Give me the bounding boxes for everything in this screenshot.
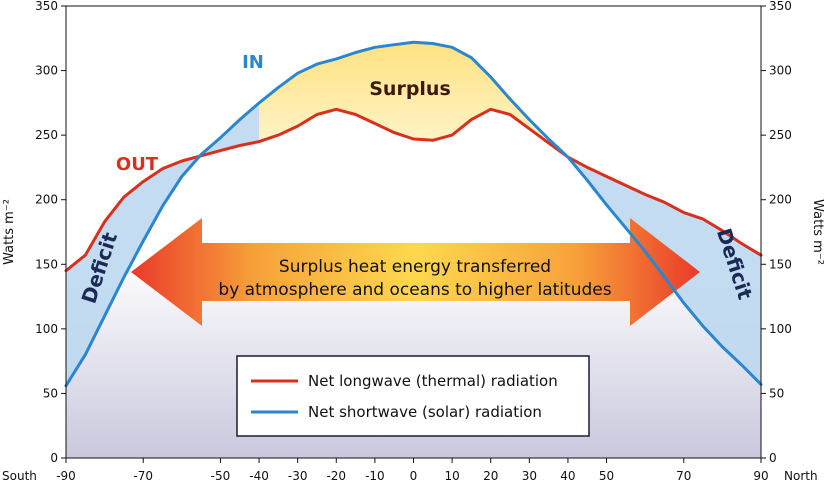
- x-tick-label: 70: [676, 469, 691, 483]
- y-tick-label-right: 150: [769, 257, 792, 271]
- y-tick-label-right: 250: [769, 128, 792, 142]
- y-axis-title-right: Watts m⁻²: [810, 199, 825, 265]
- x-tick-label: -50: [211, 469, 231, 483]
- y-tick-label-right: 100: [769, 322, 792, 336]
- x-tick-label: 90: [753, 469, 768, 483]
- y-axis-title-left: Watts m⁻²: [2, 199, 17, 265]
- x-tick-label: -20: [326, 469, 346, 483]
- x-tick-label: 20: [483, 469, 498, 483]
- series-line-shortwave-in: [64, 40, 763, 388]
- y-tick-label-right: 300: [769, 64, 792, 78]
- x-tick-label: -30: [288, 469, 308, 483]
- heat-transfer-arrow-shape: [131, 218, 700, 326]
- y-tick-label-right: 350: [769, 0, 792, 13]
- x-tick-label: -10: [365, 469, 385, 483]
- x-tick-label: -40: [249, 469, 269, 483]
- y-axis-ticks: 0 0 50 50 100 100 150 150 200 200 250 250 300 300 350 3…: [35, 0, 792, 465]
- series-line-longwave-out: [64, 107, 763, 273]
- y-tick-label-left: 0: [50, 451, 58, 465]
- legend-label-shortwave: Net shortwave (solar) radiation: [308, 403, 542, 421]
- x-tick-label: 50: [599, 469, 614, 483]
- x-tick-label: -90: [56, 469, 76, 483]
- legend-box: [236, 355, 590, 437]
- y-tick-label-left: 350: [35, 0, 58, 13]
- surplus-label: Surplus: [369, 78, 451, 100]
- y-tick-label-left: 250: [35, 128, 58, 142]
- arrow-text-line2: by atmosphere and oceans to higher latit…: [218, 280, 611, 300]
- x-axis-north-label: North: [784, 469, 818, 483]
- surplus-area: [259, 42, 568, 158]
- y-tick-label-left: 150: [35, 257, 58, 271]
- x-tick-label: -70: [133, 469, 153, 483]
- y-tick-label-left: 100: [35, 322, 58, 336]
- y-tick-label-right: 200: [769, 193, 792, 207]
- x-tick-label: 0: [410, 469, 418, 483]
- out-curve-label: OUT: [116, 154, 159, 175]
- x-axis-south-label: South: [2, 469, 37, 483]
- y-tick-label-right: 0: [769, 451, 777, 465]
- series-layer: [64, 40, 763, 388]
- legend-label-longwave: Net longwave (thermal) radiation: [308, 372, 558, 390]
- heat-transfer-arrow: Surplus heat energy transferred by atmos…: [131, 218, 700, 326]
- y-tick-label-left: 200: [35, 193, 58, 207]
- y-tick-label-left: 50: [43, 386, 58, 400]
- x-tick-label: 10: [444, 469, 459, 483]
- y-tick-label-right: 50: [769, 386, 784, 400]
- arrow-text-line1: Surplus heat energy transferred: [279, 257, 551, 277]
- legend: Net longwave (thermal) radiation Net sho…: [236, 355, 590, 437]
- in-curve-label: IN: [242, 52, 264, 73]
- x-axis-ticks: -90 -70 -50 -40 -30 -20 -10 0 10 20 30 40 50 70 90: [56, 458, 769, 483]
- deficit-area-left: [66, 102, 260, 386]
- x-tick-label: 30: [522, 469, 537, 483]
- x-tick-label: 40: [560, 469, 575, 483]
- y-tick-label-left: 300: [35, 64, 58, 78]
